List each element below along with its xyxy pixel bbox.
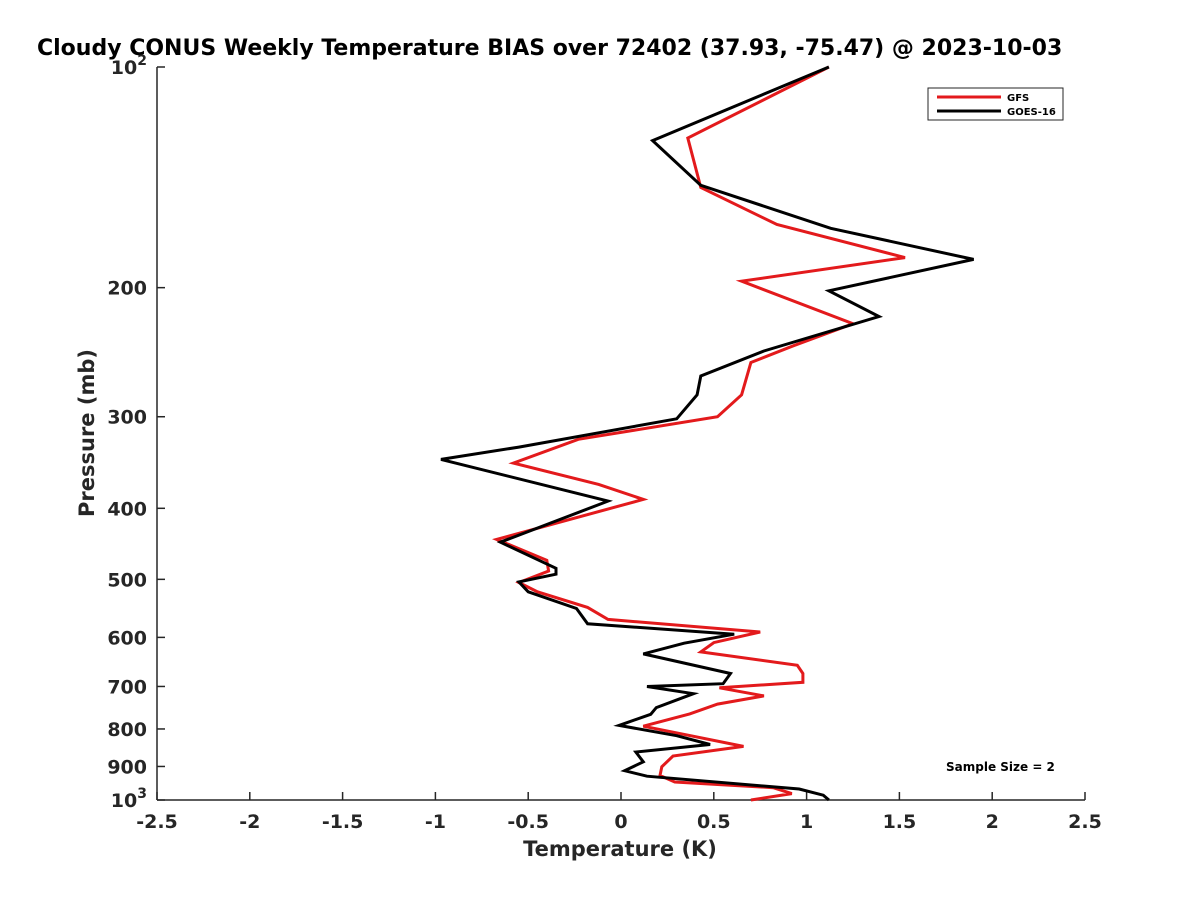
- x-axis-label: Temperature (K): [523, 837, 717, 861]
- legend-label-goes16: GOES-16: [1007, 107, 1056, 118]
- x-tick-label: 1.5: [883, 811, 917, 833]
- x-tick-label: -1.5: [322, 811, 364, 833]
- y-axis-label: Pressure (mb): [75, 349, 99, 517]
- y-tick-label: 200: [107, 278, 147, 300]
- x-tick-label: -2: [239, 811, 260, 833]
- series-line-gfs: [491, 65, 906, 802]
- plot-area: -2.5 -2 -1.5 -1 -0.5 0 0.5 1 1.5 2 2.5 102 200 300 400…: [107, 53, 1102, 833]
- x-tick-label: -0.5: [507, 811, 549, 833]
- x-tick-label: 0.5: [697, 811, 731, 833]
- y-tick-label: 700: [107, 676, 147, 698]
- x-tick-label: 0: [614, 811, 627, 833]
- y-tick-label: 103: [111, 786, 147, 812]
- y-tick-label: 400: [107, 498, 147, 520]
- legend-label-gfs: GFS: [1007, 93, 1029, 104]
- legend: GFS GOES-16: [927, 87, 1064, 121]
- y-tick-label: 800: [107, 719, 147, 741]
- y-tick-label: 102: [111, 53, 147, 79]
- x-tick-label: -2.5: [136, 811, 178, 833]
- series-line-goes-16: [440, 65, 974, 802]
- x-tick-label: 2: [986, 811, 999, 833]
- y-tick-label: 900: [107, 756, 147, 778]
- x-tick-label: -1: [425, 811, 446, 833]
- sample-size-annotation: Sample Size = 2: [946, 760, 1055, 774]
- chart-title: Cloudy CONUS Weekly Temperature BIAS ove…: [37, 36, 1062, 61]
- x-tick-label: 2.5: [1068, 811, 1102, 833]
- y-tick-label: 600: [107, 627, 147, 649]
- y-tick-label: 500: [107, 569, 147, 591]
- y-tick-label: 300: [107, 407, 147, 429]
- x-tick-label: 1: [800, 811, 813, 833]
- legend-box: [927, 87, 1064, 121]
